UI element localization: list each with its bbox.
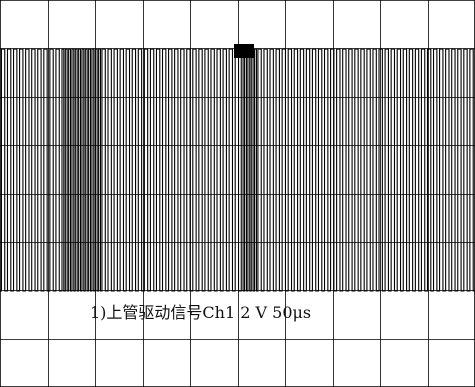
ch1-trace	[0, 48, 475, 292]
pwm-waveform	[0, 48, 475, 292]
trigger-marker-shape	[234, 44, 254, 58]
trigger-marker	[234, 44, 254, 58]
waveform-caption: 1)上管驱动信号Ch1 2 V 50μs	[90, 303, 311, 322]
